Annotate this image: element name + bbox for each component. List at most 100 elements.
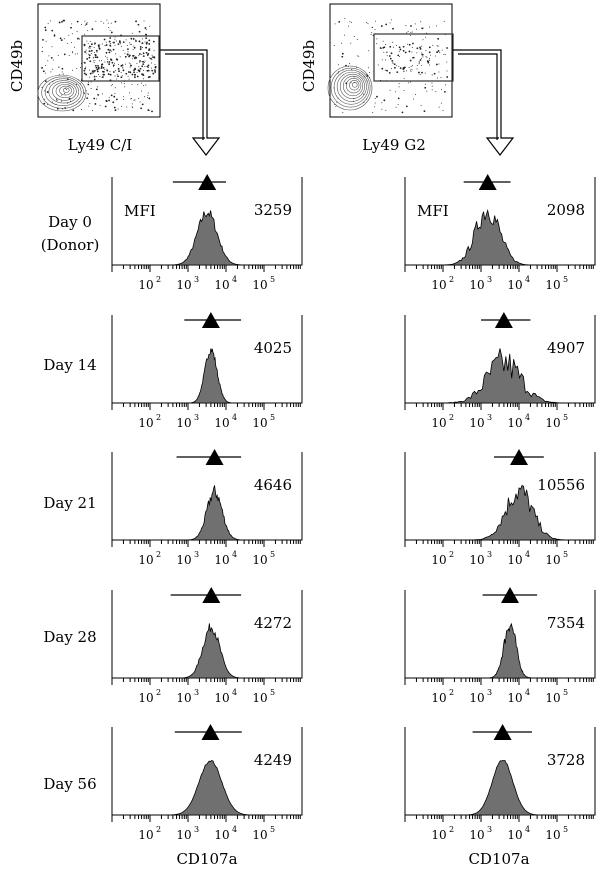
event-dot	[125, 72, 128, 75]
event-dot	[131, 103, 133, 105]
event-dot	[84, 67, 86, 70]
event-dot	[64, 107, 67, 109]
event-dot	[353, 100, 355, 102]
tick-label-exponent: 4	[232, 550, 237, 559]
event-dot	[132, 49, 134, 51]
event-dot	[60, 39, 63, 42]
event-dot	[108, 40, 111, 43]
tick-label: 10	[252, 553, 267, 567]
event-dot	[58, 74, 60, 76]
event-dot	[132, 38, 134, 40]
event-dot	[397, 97, 400, 100]
event-dot	[349, 63, 351, 65]
event-dot	[89, 40, 91, 42]
dotplot-panel-right: CD49b Ly49 G2	[300, 3, 454, 154]
event-dot	[446, 61, 448, 63]
event-dot	[388, 55, 391, 57]
histogram-area	[465, 484, 573, 541]
event-dot	[148, 109, 150, 111]
event-dot	[128, 78, 130, 80]
event-dot	[393, 46, 395, 48]
event-dot	[67, 43, 69, 45]
contour-line	[37, 74, 87, 112]
event-dot	[416, 64, 418, 66]
tick-label-exponent: 4	[232, 825, 237, 834]
event-dot	[108, 63, 111, 66]
event-dot	[98, 74, 100, 76]
event-dot	[141, 73, 143, 76]
event-dot	[85, 66, 87, 68]
event-dot	[399, 67, 402, 70]
event-dot	[396, 65, 398, 67]
event-dot	[124, 86, 126, 88]
event-dot	[141, 38, 143, 40]
event-dot	[444, 54, 446, 56]
tick-label: 10	[545, 278, 560, 292]
event-dot	[443, 20, 445, 22]
event-dot	[85, 73, 88, 76]
event-dot	[114, 92, 116, 94]
event-dot	[374, 28, 376, 30]
event-dot	[141, 42, 144, 45]
event-dot	[109, 37, 112, 39]
event-dot	[114, 20, 117, 23]
event-dot	[354, 82, 356, 84]
event-dot	[381, 47, 383, 49]
event-dot	[131, 106, 133, 108]
event-dot	[138, 97, 140, 99]
event-dot	[117, 108, 119, 110]
tick-marks	[111, 403, 301, 410]
event-dot	[83, 91, 85, 93]
tick-label-exponent: 4	[232, 275, 237, 284]
event-dot	[56, 107, 59, 110]
event-dot	[111, 84, 113, 86]
contour-line	[327, 65, 373, 111]
tick-label-exponent: 5	[270, 825, 275, 834]
event-dot	[432, 44, 434, 46]
event-dot	[337, 64, 339, 66]
event-dot	[429, 64, 431, 66]
tick-label: 10	[138, 553, 153, 567]
event-dot	[384, 69, 386, 71]
event-dot	[395, 91, 397, 93]
event-dot	[129, 92, 131, 94]
event-dot	[101, 43, 103, 45]
event-dot	[103, 38, 106, 41]
event-dot	[62, 73, 64, 75]
tick-marks	[404, 678, 594, 685]
event-dot	[109, 44, 112, 47]
event-dot	[126, 44, 128, 46]
event-dot	[142, 55, 145, 58]
event-dot	[101, 59, 103, 61]
event-dot	[56, 99, 58, 101]
event-dot	[97, 66, 100, 69]
event-dot	[410, 69, 412, 71]
event-dot	[380, 25, 383, 27]
event-dot	[106, 68, 108, 70]
event-dot	[47, 23, 49, 25]
event-dot	[104, 61, 106, 63]
event-dot	[84, 25, 86, 27]
event-dot	[145, 51, 148, 54]
event-dot	[438, 63, 440, 65]
event-dot	[110, 94, 113, 97]
event-dot	[134, 56, 137, 59]
event-dot	[410, 65, 412, 67]
tick-label-exponent: 3	[194, 550, 199, 559]
event-dot	[444, 33, 446, 35]
event-dot	[350, 42, 352, 44]
event-dot	[397, 103, 399, 105]
event-dot	[64, 87, 66, 89]
event-dot	[120, 45, 122, 47]
event-dot	[422, 39, 424, 41]
row-label: (Donor)	[41, 236, 100, 254]
event-dot	[334, 23, 336, 25]
event-dot	[76, 67, 78, 69]
event-dot	[440, 102, 442, 104]
event-dot	[96, 56, 99, 59]
event-dot	[114, 69, 116, 71]
event-dot	[108, 99, 111, 102]
event-dot	[363, 76, 365, 78]
